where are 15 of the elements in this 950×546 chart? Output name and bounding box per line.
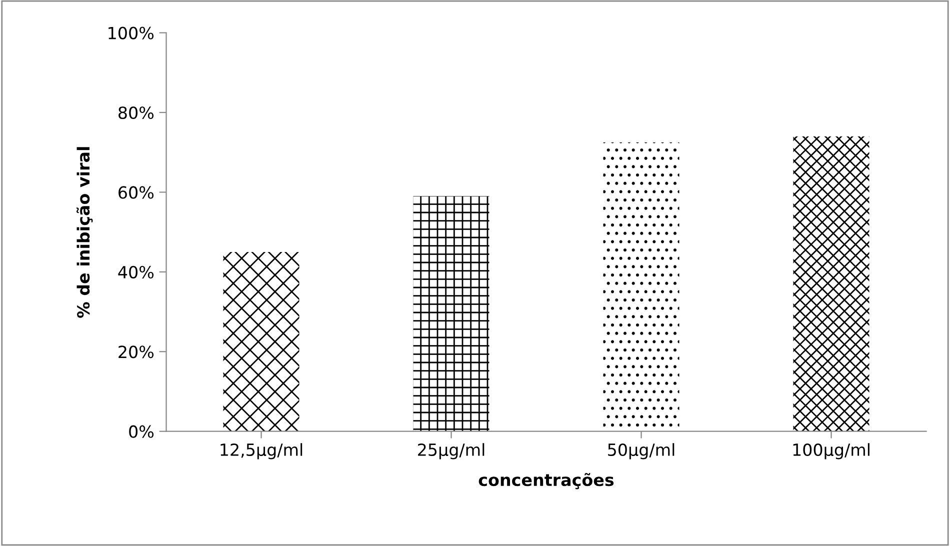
x-tick-label: 25µg/ml	[418, 443, 484, 460]
x-tick-label: 100µg/ml	[793, 443, 870, 460]
y-tick-label: 60%	[118, 186, 154, 199]
bar	[793, 136, 870, 432]
y-tick-label: 40%	[118, 266, 154, 278]
y-tick-label: 20%	[118, 346, 154, 358]
bar	[223, 252, 300, 432]
bar	[413, 196, 490, 432]
x-axis-title: concentrações	[478, 472, 614, 490]
y-tick-label: 0%	[129, 425, 154, 438]
y-axis-title: % de inibição viral	[76, 147, 93, 318]
y-tick-label: 80%	[118, 106, 154, 120]
x-tick-label: 50µg/ml	[608, 443, 674, 460]
x-tick-label: 12,5µg/ml	[220, 443, 302, 460]
y-tick-label: 100%	[108, 26, 154, 40]
